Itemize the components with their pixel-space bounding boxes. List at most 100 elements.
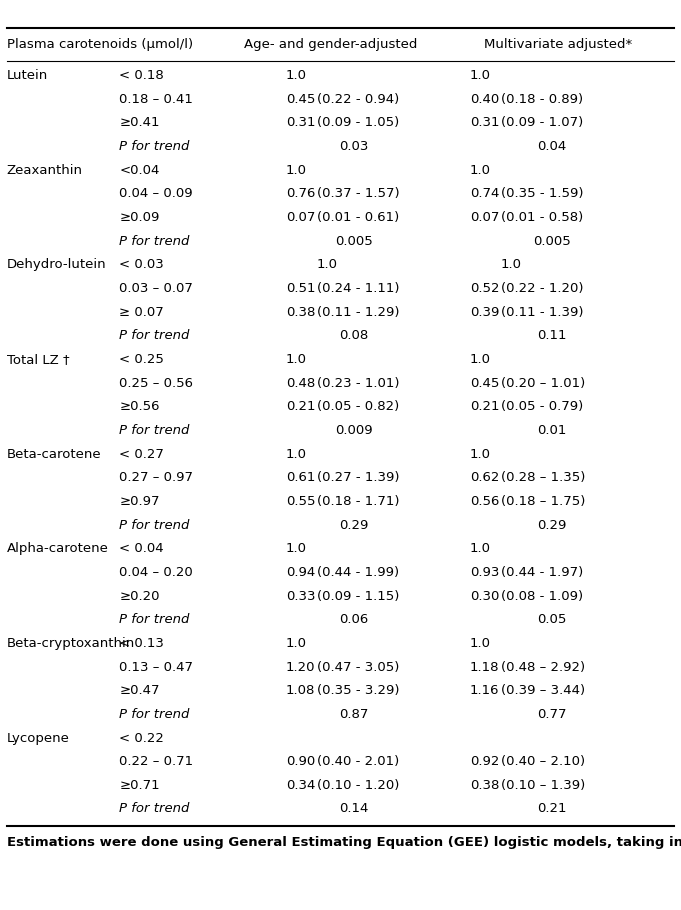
Text: (0.20 – 1.01): (0.20 – 1.01) [501, 377, 585, 389]
Text: Total LZ †: Total LZ † [7, 353, 69, 366]
Text: 1.18: 1.18 [470, 661, 499, 673]
Text: P for trend: P for trend [119, 519, 189, 531]
Text: (0.10 – 1.39): (0.10 – 1.39) [501, 779, 585, 792]
Text: ≥0.09: ≥0.09 [119, 211, 159, 224]
Text: 0.04 – 0.20: 0.04 – 0.20 [119, 566, 193, 579]
Text: (0.37 - 1.57): (0.37 - 1.57) [317, 187, 399, 200]
Text: (0.44 - 1.99): (0.44 - 1.99) [317, 566, 399, 579]
Text: Lutein: Lutein [7, 69, 48, 82]
Text: 0.45: 0.45 [470, 377, 499, 389]
Text: ≥0.20: ≥0.20 [119, 590, 159, 602]
Text: 0.13 – 0.47: 0.13 – 0.47 [119, 661, 193, 673]
Text: Plasma carotenoids (μmol/l): Plasma carotenoids (μmol/l) [7, 38, 193, 51]
Text: 0.03: 0.03 [339, 140, 369, 153]
Text: P for trend: P for trend [119, 803, 189, 815]
Text: 0.005: 0.005 [335, 235, 373, 248]
Text: (0.35 - 3.29): (0.35 - 3.29) [317, 684, 399, 697]
Text: 0.74: 0.74 [470, 187, 499, 200]
Text: < 0.27: < 0.27 [119, 448, 164, 460]
Text: 0.04 – 0.09: 0.04 – 0.09 [119, 187, 193, 200]
Text: Zeaxanthin: Zeaxanthin [7, 164, 83, 177]
Text: Dehydro-lutein: Dehydro-lutein [7, 258, 106, 271]
Text: Beta-cryptoxanthin: Beta-cryptoxanthin [7, 637, 135, 650]
Text: ≥ 0.07: ≥ 0.07 [119, 306, 164, 318]
Text: 0.05: 0.05 [537, 613, 567, 626]
Text: (0.01 - 0.58): (0.01 - 0.58) [501, 211, 583, 224]
Text: 0.55: 0.55 [286, 495, 315, 508]
Text: 0.08: 0.08 [340, 329, 368, 342]
Text: (0.18 - 0.89): (0.18 - 0.89) [501, 93, 583, 106]
Text: 0.03 – 0.07: 0.03 – 0.07 [119, 282, 193, 295]
Text: 0.39: 0.39 [470, 306, 499, 318]
Text: 0.30: 0.30 [470, 590, 499, 602]
Text: 0.87: 0.87 [339, 708, 369, 721]
Text: 0.31: 0.31 [470, 116, 499, 129]
Text: (0.11 - 1.39): (0.11 - 1.39) [501, 306, 583, 318]
Text: 0.38: 0.38 [470, 779, 499, 792]
Text: 1.0: 1.0 [317, 258, 338, 271]
Text: 0.27 – 0.97: 0.27 – 0.97 [119, 471, 193, 484]
Text: (0.18 - 1.71): (0.18 - 1.71) [317, 495, 399, 508]
Text: 0.29: 0.29 [537, 519, 567, 531]
Text: (0.01 - 0.61): (0.01 - 0.61) [317, 211, 399, 224]
Text: 1.20: 1.20 [286, 661, 315, 673]
Text: (0.18 – 1.75): (0.18 – 1.75) [501, 495, 585, 508]
Text: < 0.03: < 0.03 [119, 258, 164, 271]
Text: 1.08: 1.08 [286, 684, 315, 697]
Text: 0.90: 0.90 [286, 755, 315, 768]
Text: 0.92: 0.92 [470, 755, 499, 768]
Text: (0.47 - 3.05): (0.47 - 3.05) [317, 661, 399, 673]
Text: P for trend: P for trend [119, 424, 189, 437]
Text: 1.0: 1.0 [286, 637, 307, 650]
Text: 0.31: 0.31 [286, 116, 315, 129]
Text: 0.07: 0.07 [470, 211, 499, 224]
Text: (0.22 - 1.20): (0.22 - 1.20) [501, 282, 583, 295]
Text: 0.11: 0.11 [537, 329, 567, 342]
Text: 1.0: 1.0 [286, 353, 307, 366]
Text: 1.0: 1.0 [286, 448, 307, 460]
Text: P for trend: P for trend [119, 613, 189, 626]
Text: (0.09 - 1.07): (0.09 - 1.07) [501, 116, 583, 129]
Text: 0.21: 0.21 [537, 803, 567, 815]
Text: 0.93: 0.93 [470, 566, 499, 579]
Text: 0.77: 0.77 [537, 708, 567, 721]
Text: 0.14: 0.14 [339, 803, 369, 815]
Text: P for trend: P for trend [119, 140, 189, 153]
Text: ≥0.97: ≥0.97 [119, 495, 159, 508]
Text: P for trend: P for trend [119, 329, 189, 342]
Text: (0.22 - 0.94): (0.22 - 0.94) [317, 93, 399, 106]
Text: 0.22 – 0.71: 0.22 – 0.71 [119, 755, 193, 768]
Text: Beta-carotene: Beta-carotene [7, 448, 101, 460]
Text: <0.04: <0.04 [119, 164, 159, 177]
Text: 0.56: 0.56 [470, 495, 499, 508]
Text: 0.40: 0.40 [470, 93, 499, 106]
Text: < 0.18: < 0.18 [119, 69, 164, 82]
Text: 0.29: 0.29 [339, 519, 369, 531]
Text: (0.11 - 1.29): (0.11 - 1.29) [317, 306, 399, 318]
Text: Estimations were done using General Estimating Equation (GEE) logistic models, t: Estimations were done using General Esti… [7, 835, 681, 849]
Text: P for trend: P for trend [119, 235, 189, 248]
Text: (0.27 - 1.39): (0.27 - 1.39) [317, 471, 399, 484]
Text: 1.0: 1.0 [470, 69, 491, 82]
Text: 0.21: 0.21 [470, 400, 499, 413]
Text: 0.38: 0.38 [286, 306, 315, 318]
Text: 1.0: 1.0 [470, 448, 491, 460]
Text: 0.61: 0.61 [286, 471, 315, 484]
Text: 0.21: 0.21 [286, 400, 315, 413]
Text: 0.62: 0.62 [470, 471, 499, 484]
Text: 0.06: 0.06 [340, 613, 368, 626]
Text: 0.01: 0.01 [537, 424, 567, 437]
Text: 0.04: 0.04 [537, 140, 566, 153]
Text: (0.05 - 0.82): (0.05 - 0.82) [317, 400, 399, 413]
Text: (0.23 - 1.01): (0.23 - 1.01) [317, 377, 399, 389]
Text: (0.39 – 3.44): (0.39 – 3.44) [501, 684, 585, 697]
Text: 1.0: 1.0 [470, 164, 491, 177]
Text: 0.48: 0.48 [286, 377, 315, 389]
Text: 0.005: 0.005 [533, 235, 571, 248]
Text: < 0.13: < 0.13 [119, 637, 164, 650]
Text: (0.40 – 2.10): (0.40 – 2.10) [501, 755, 585, 768]
Text: (0.28 – 1.35): (0.28 – 1.35) [501, 471, 585, 484]
Text: 0.52: 0.52 [470, 282, 499, 295]
Text: < 0.04: < 0.04 [119, 542, 164, 555]
Text: ≥0.71: ≥0.71 [119, 779, 160, 792]
